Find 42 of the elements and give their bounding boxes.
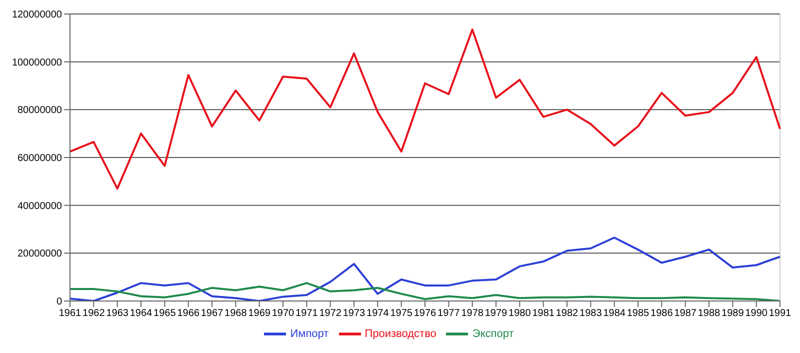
x-tick-label: 1974 bbox=[366, 308, 390, 320]
legend-label: Импорт bbox=[290, 328, 329, 340]
x-tick-label: 1963 bbox=[106, 308, 129, 320]
x-tick-label: 1977 bbox=[438, 308, 460, 320]
y-tick-label: 120000000 bbox=[12, 10, 62, 21]
x-tick-label: 1967 bbox=[200, 308, 224, 320]
x-tick-label: 1989 bbox=[722, 308, 744, 320]
x-tick-label: 1970 bbox=[272, 308, 295, 320]
x-tick-label: 1964 bbox=[130, 308, 153, 320]
x-tick-label: 1983 bbox=[580, 308, 602, 320]
x-tick-label: 1978 bbox=[461, 308, 484, 320]
x-tick-label: 1962 bbox=[82, 308, 106, 320]
x-tick-label: 1969 bbox=[248, 308, 271, 320]
y-tick-label: 0 bbox=[56, 296, 62, 308]
x-tick-label: 1975 bbox=[390, 308, 413, 320]
x-tick-label: 1984 bbox=[603, 308, 626, 320]
x-tick-label: 1980 bbox=[508, 308, 532, 320]
x-tick-label: 1985 bbox=[626, 308, 650, 320]
y-tick-label: 20000000 bbox=[18, 248, 62, 260]
y-tick-label: 60000000 bbox=[18, 153, 62, 164]
line-series bbox=[69, 28, 781, 190]
x-tick-label: 1986 bbox=[650, 308, 674, 320]
legend-label: Производство bbox=[364, 328, 436, 340]
x-tick-label: 1972 bbox=[319, 308, 342, 320]
y-tick-label: 100000000 bbox=[12, 57, 62, 68]
x-tick-label: 1971 bbox=[296, 308, 318, 320]
x-tick-label: 1979 bbox=[484, 308, 508, 320]
x-tick-label: 1965 bbox=[154, 308, 176, 320]
x-tick-label: 1961 bbox=[58, 308, 82, 320]
y-tick-label: 40000000 bbox=[18, 200, 62, 212]
x-tick-label: 1976 bbox=[414, 308, 437, 320]
y-tick-label: 80000000 bbox=[18, 105, 62, 116]
x-tick-label: 1988 bbox=[698, 308, 721, 320]
x-tick-label: 1981 bbox=[532, 308, 555, 320]
legend-label: Экспорт bbox=[472, 328, 514, 340]
x-tick-label: 1991 bbox=[768, 308, 792, 320]
x-tick-label: 1982 bbox=[556, 308, 579, 320]
x-tick-label: 1973 bbox=[342, 308, 366, 320]
x-tick-label: 1968 bbox=[224, 308, 248, 320]
x-tick-label: 1966 bbox=[177, 308, 200, 320]
x-tick-label: 1990 bbox=[745, 308, 768, 320]
x-tick-label: 1987 bbox=[674, 308, 697, 320]
